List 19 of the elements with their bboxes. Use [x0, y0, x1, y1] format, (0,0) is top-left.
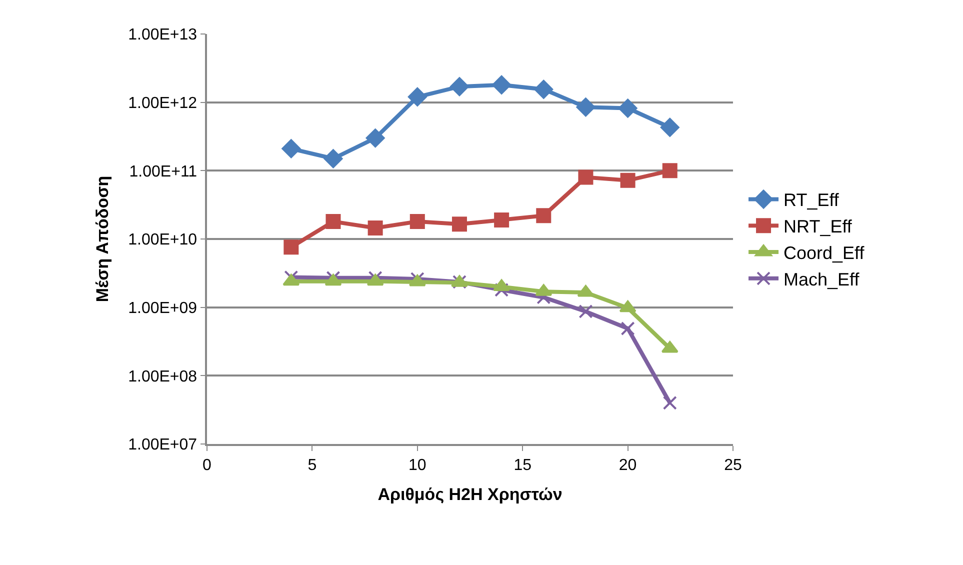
y-tick-label: 1.00E+13 [128, 26, 198, 44]
x-tick-label: 5 [308, 456, 317, 474]
legend-label: Mach_Eff [784, 269, 860, 290]
y-tick-label: 1.00E+09 [128, 300, 198, 317]
y-tick-label: 1.00E+07 [128, 436, 198, 454]
x-axis-title: Αριθμός H2H Χρηστών [378, 484, 562, 504]
legend-label: Coord_Eff [784, 243, 866, 264]
y-tick-label: 1.00E+10 [128, 232, 198, 249]
y-tick-label: 1.00E+11 [129, 163, 198, 180]
legend-label: NRT_Eff [784, 216, 853, 237]
x-tick-label: 20 [618, 456, 637, 474]
x-tick-label: 0 [202, 456, 212, 474]
y-tick-label: 1.00E+12 [128, 94, 198, 112]
y-axis-title: Μέση Απόδοση [93, 176, 112, 302]
x-tick-label: 15 [514, 456, 532, 474]
x-tick-label: 25 [724, 456, 742, 474]
x-tick-label: 10 [408, 456, 426, 474]
legend-label: RT_Eff [784, 190, 840, 210]
y-tick-label: 1.00E+08 [128, 368, 198, 386]
